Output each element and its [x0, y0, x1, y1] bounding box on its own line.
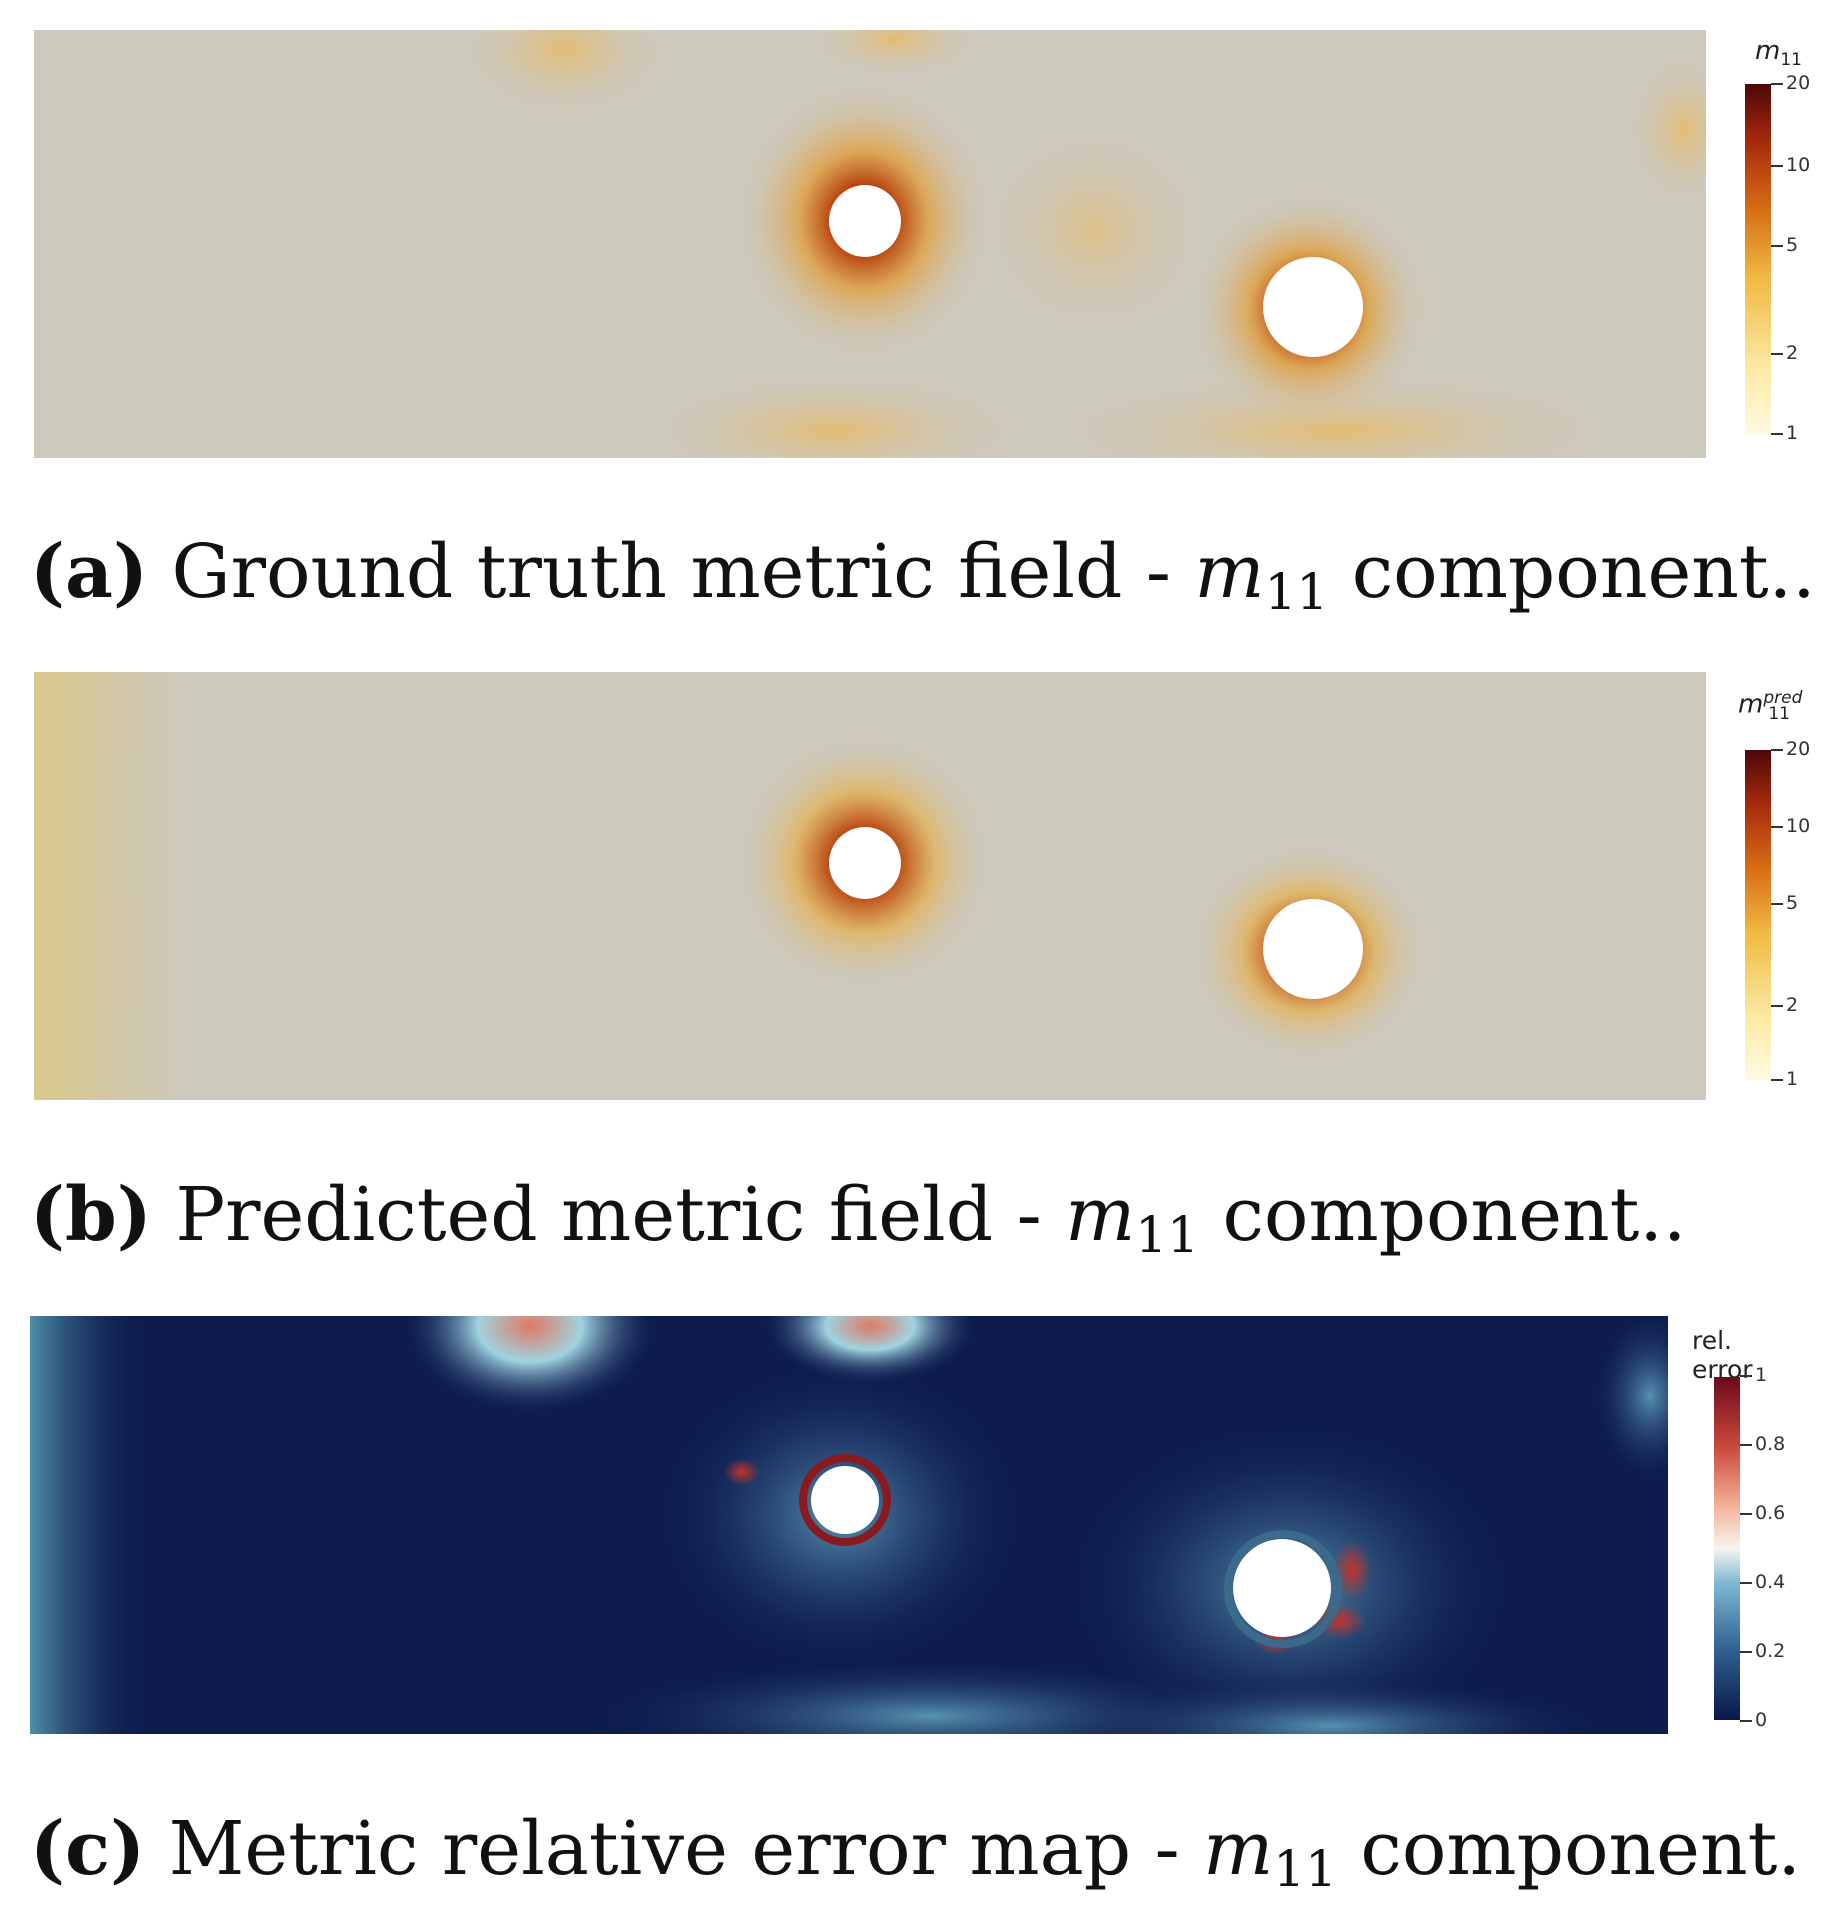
colorbar-tick: 10 [1771, 815, 1810, 837]
colorbar-title-a: m11 [1755, 36, 1802, 71]
predicted-field-plot [34, 672, 1706, 1100]
colorbar-tick: 0.6 [1740, 1502, 1785, 1524]
colorbar-tick: 0 [1740, 1709, 1767, 1731]
hole-right [1233, 1539, 1331, 1637]
colorbar-tick: 1 [1771, 1068, 1798, 1090]
colorbar-tick: 20 [1771, 72, 1810, 94]
ground-truth-field-plot [34, 30, 1706, 458]
hole-left [811, 1466, 879, 1534]
caption-b: (b) Predicted metric field - m11 compone… [30, 1172, 1687, 1264]
colorbar-tick: 10 [1771, 154, 1810, 176]
colorbar-tick: 5 [1771, 234, 1798, 256]
colorbar-c [1714, 1377, 1740, 1720]
colorbar-tick: 0.2 [1740, 1640, 1785, 1662]
caption-a: (a) Ground truth metric field - m11 comp… [30, 529, 1816, 621]
hole-left [829, 185, 901, 257]
hole-right [1263, 899, 1363, 999]
colorbar-tick: 2 [1771, 342, 1798, 364]
colorbar-tick: 2 [1771, 994, 1798, 1016]
hole-right [1263, 257, 1363, 357]
error-map-plot [30, 1316, 1668, 1734]
colorbar-a [1745, 84, 1771, 434]
colorbar-tick: 0.8 [1740, 1433, 1785, 1455]
colorbar-tick: 0.4 [1740, 1571, 1785, 1593]
colorbar-b [1745, 750, 1771, 1080]
caption-c: (c) Metric relative error map - m11 comp… [30, 1806, 1801, 1898]
colorbar-tick: 20 [1771, 738, 1810, 760]
hole-left [829, 827, 901, 899]
colorbar-tick: 1 [1740, 1364, 1767, 1386]
colorbar-title-b: mpred11 [1738, 688, 1803, 724]
colorbar-tick: 5 [1771, 892, 1798, 914]
colorbar-tick: 1 [1771, 422, 1798, 444]
